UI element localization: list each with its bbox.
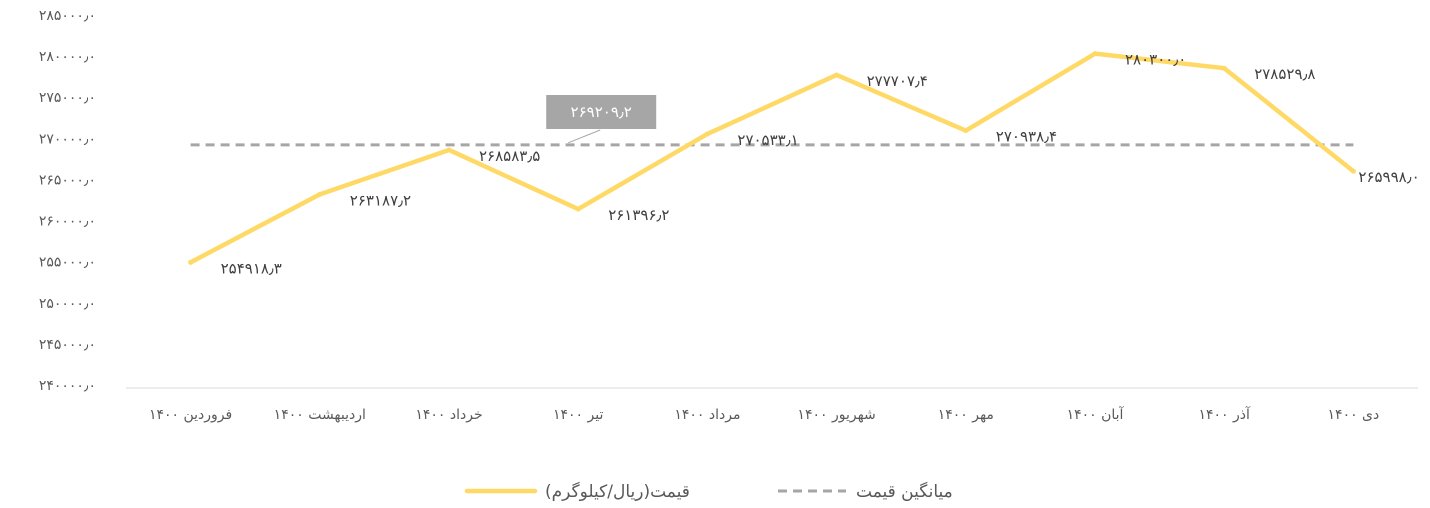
y-tick-label: ۲۷۰۰۰۰٫۰ — [39, 131, 96, 147]
price-data-label: ۲۷۸۵۲۹٫۸ — [1254, 65, 1315, 83]
x-tick-label: شهریور ۱۴۰۰ — [797, 407, 875, 423]
price-data-point — [1092, 51, 1098, 57]
average-callout-leader — [568, 129, 601, 144]
x-tick-label: خرداد ۱۴۰۰ — [415, 407, 482, 423]
price-data-label: ۲۶۱۳۹۶٫۲ — [608, 206, 669, 224]
y-tick-label: ۲۵۰۰۰۰٫۰ — [39, 296, 96, 312]
price-data-label: ۲۷۰۹۳۸٫۴ — [996, 128, 1057, 146]
y-tick-label: ۲۶۰۰۰۰٫۰ — [39, 214, 96, 230]
price-data-label: ۲۷۷۷۰۷٫۴ — [867, 72, 928, 90]
x-tick-label: تیر ۱۴۰۰ — [553, 407, 603, 423]
price-series-line — [188, 51, 1356, 265]
y-tick-label: ۲۸۰۰۰۰٫۰ — [39, 49, 96, 65]
legend-average-label: میانگین قیمت — [856, 481, 953, 502]
x-tick-label: اردیبهشت ۱۴۰۰ — [274, 407, 366, 423]
legend-price-label: قیمت(ریال/کیلوگرم) — [545, 481, 690, 502]
price-data-label: ۲۶۸۵۸۳٫۵ — [479, 147, 540, 165]
average-value-label: ۲۶۹۲۰۹٫۲ — [571, 103, 632, 121]
price-data-label: ۲۵۴۹۱۸٫۳ — [221, 259, 282, 277]
price-data-point — [704, 131, 710, 137]
y-tick-label: ۲۵۵۰۰۰٫۰ — [39, 255, 96, 271]
average-callout-box — [546, 95, 657, 129]
price-data-label: ۲۷۰۵۳۳٫۱ — [737, 131, 798, 149]
price-data-point — [1350, 168, 1356, 174]
x-tick-label: آبان ۱۴۰۰ — [1067, 406, 1125, 423]
price-data-point — [834, 72, 840, 78]
y-tick-label: ۲۶۵۰۰۰٫۰ — [39, 172, 96, 188]
price-data-point — [575, 206, 581, 212]
x-tick-label: مهر ۱۴۰۰ — [938, 407, 994, 423]
price-data-label: ۲۸۰۳۰۰٫۰ — [1125, 51, 1186, 69]
x-tick-label: فروردین ۱۴۰۰ — [149, 407, 232, 423]
price-data-point — [446, 147, 452, 153]
y-tick-label: ۲۸۵۰۰۰٫۰ — [39, 8, 96, 24]
price-data-label: ۲۶۵۹۹۸٫۰ — [1358, 168, 1419, 186]
y-tick-label: ۲۴۰۰۰۰٫۰ — [39, 378, 96, 394]
price-data-point — [963, 128, 969, 134]
y-tick-label: ۲۴۵۰۰۰٫۰ — [39, 337, 96, 353]
price-data-point — [188, 259, 194, 265]
price-data-label: ۲۶۳۱۸۷٫۲ — [350, 191, 411, 209]
x-tick-label: آذر ۱۴۰۰ — [1198, 406, 1251, 423]
price-data-point — [1221, 65, 1227, 71]
x-tick-label: مرداد ۱۴۰۰ — [674, 407, 740, 423]
y-tick-label: ۲۷۵۰۰۰٫۰ — [39, 90, 96, 106]
x-tick-label: دی ۱۴۰۰ — [1328, 407, 1380, 423]
price-data-point — [317, 191, 323, 197]
